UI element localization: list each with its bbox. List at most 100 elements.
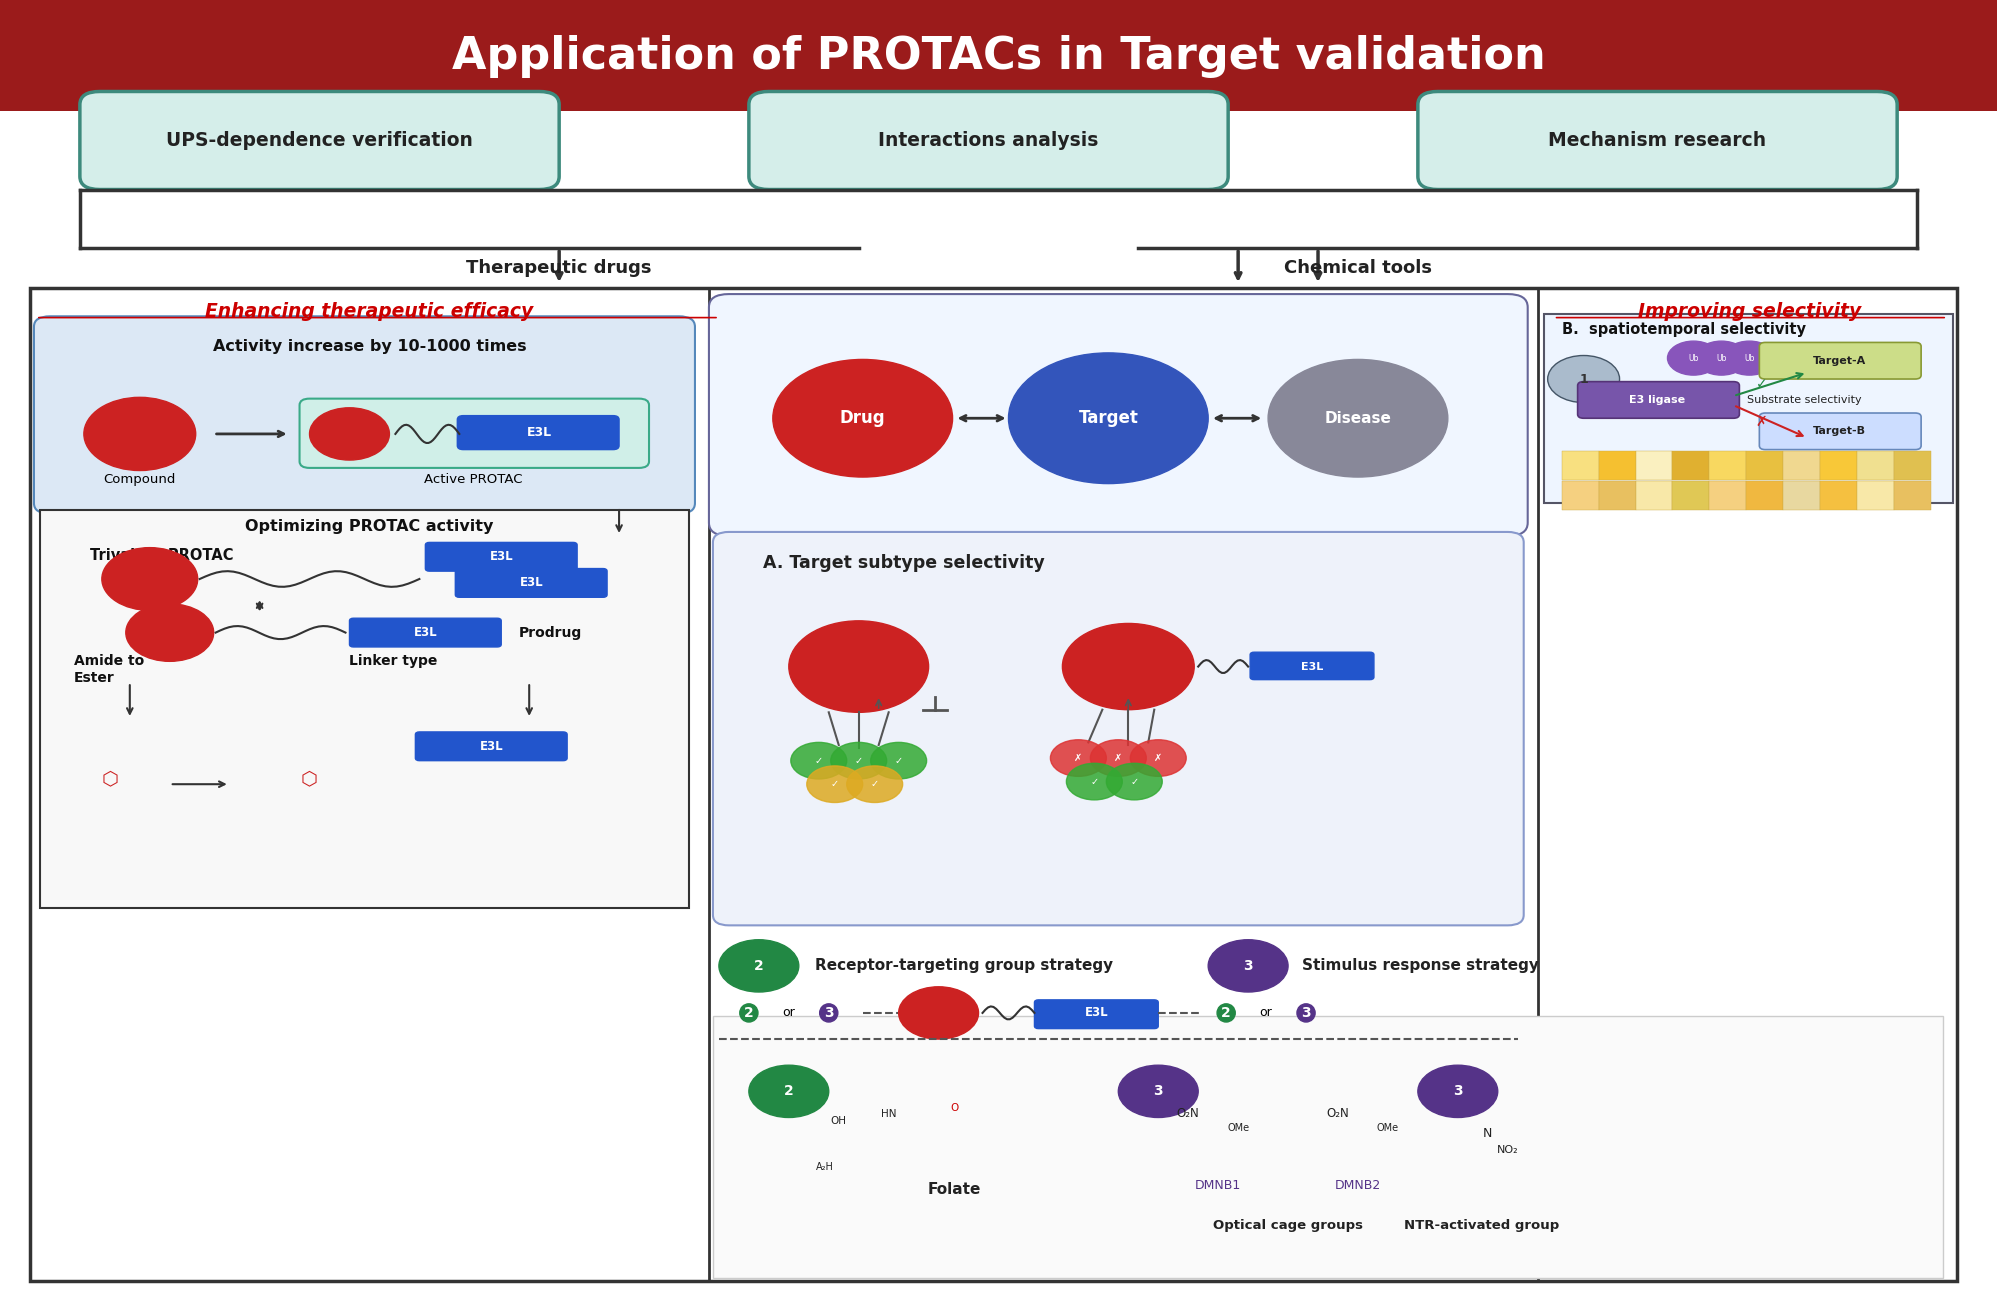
Bar [1562,481,1598,510]
Circle shape [847,766,903,802]
Text: 3: 3 [1302,1006,1310,1019]
Text: Folate: Folate [929,1182,981,1197]
Bar [1745,451,1783,480]
Text: OH: OH [831,1116,847,1127]
Text: UPS-dependence verification: UPS-dependence verification [166,131,473,150]
Bar [1819,481,1857,510]
Text: ✗: ✗ [1114,753,1122,763]
Text: OMe: OMe [1226,1123,1250,1133]
Text: E3L: E3L [489,550,513,563]
Ellipse shape [773,359,953,477]
Text: Target-B: Target-B [1813,426,1865,437]
Bar [1819,451,1857,480]
Circle shape [791,742,847,779]
Text: Disease: Disease [1324,410,1392,426]
Text: Target: Target [1078,409,1138,427]
Circle shape [871,742,927,779]
Text: ✓: ✓ [1755,378,1767,391]
Text: NTR-activated group: NTR-activated group [1404,1218,1560,1231]
Text: ✓: ✓ [871,779,879,789]
Ellipse shape [1008,353,1208,484]
Text: Chemical tools: Chemical tools [1284,259,1432,277]
Text: ✓: ✓ [1130,776,1138,787]
Text: 2: 2 [1222,1006,1230,1019]
Text: ⬡: ⬡ [302,770,318,788]
Text: Ester: Ester [74,672,114,685]
Bar [1671,451,1709,480]
FancyBboxPatch shape [455,569,607,597]
Text: ✗: ✗ [1074,753,1082,763]
Text: E3L: E3L [413,626,437,639]
Text: OMe: OMe [1376,1123,1400,1133]
Circle shape [807,766,863,802]
Text: 3: 3 [825,1006,833,1019]
FancyBboxPatch shape [0,0,1997,111]
Circle shape [831,742,887,779]
Text: Application of PROTACs in Target validation: Application of PROTACs in Target validat… [451,35,1546,77]
Bar [1783,481,1819,510]
Circle shape [1090,740,1146,776]
Text: Stimulus response strategy: Stimulus response strategy [1302,958,1540,974]
Bar [1671,481,1709,510]
FancyBboxPatch shape [457,416,619,450]
Text: O₂N: O₂N [1326,1107,1350,1120]
Bar [1857,451,1893,480]
Circle shape [1050,740,1106,776]
Text: E3L: E3L [1084,1006,1108,1019]
Text: ✓: ✓ [895,755,903,766]
FancyBboxPatch shape [34,316,695,514]
Bar [1709,481,1745,510]
Circle shape [899,987,979,1039]
Bar [1893,481,1931,510]
Circle shape [1723,341,1775,375]
Text: ✗: ✗ [1755,416,1767,429]
Circle shape [1695,341,1747,375]
FancyBboxPatch shape [1034,1000,1158,1029]
Circle shape [1548,356,1620,403]
Text: E3 ligase: E3 ligase [1630,395,1685,405]
Text: Target-A: Target-A [1813,356,1865,366]
Circle shape [84,397,196,471]
FancyBboxPatch shape [425,542,577,571]
Bar [1598,481,1636,510]
Bar [1745,481,1783,510]
Text: ⬡: ⬡ [102,770,118,788]
Bar [1709,451,1745,480]
Text: NO₂: NO₂ [1498,1145,1518,1155]
Circle shape [310,408,389,460]
Ellipse shape [1268,359,1448,477]
FancyBboxPatch shape [749,91,1228,190]
Circle shape [102,548,198,610]
Text: Amide to: Amide to [74,655,144,668]
Text: 2: 2 [755,959,763,972]
FancyBboxPatch shape [1250,652,1374,680]
Text: ✓: ✓ [831,779,839,789]
Bar [1562,451,1598,480]
Bar [1636,451,1671,480]
Circle shape [1062,623,1194,710]
Text: Enhancing therapeutic efficacy: Enhancing therapeutic efficacy [206,302,533,320]
Text: O: O [951,1103,959,1114]
Text: Prodrug: Prodrug [519,626,583,639]
Text: E3L: E3L [527,426,551,439]
Text: A. Target subtype selectivity: A. Target subtype selectivity [763,554,1044,572]
Text: E3L: E3L [1300,661,1324,672]
FancyBboxPatch shape [80,91,559,190]
Text: Ub: Ub [1715,354,1727,362]
Text: ✓: ✓ [815,755,823,766]
Text: B.  spatiotemporal selectivity: B. spatiotemporal selectivity [1562,322,1805,337]
Text: ✗: ✗ [1154,753,1162,763]
Text: HN: HN [881,1110,897,1120]
FancyBboxPatch shape [1759,342,1921,379]
Text: Optimizing PROTAC activity: Optimizing PROTAC activity [246,519,493,535]
Circle shape [749,1065,829,1117]
Bar [1893,451,1931,480]
Text: 2: 2 [745,1006,753,1019]
Text: or: or [1260,1006,1272,1019]
Circle shape [1066,763,1122,800]
FancyBboxPatch shape [709,294,1528,536]
Bar [1598,451,1636,480]
FancyBboxPatch shape [349,618,501,647]
Text: Receptor-targeting group strategy: Receptor-targeting group strategy [815,958,1112,974]
Text: ✓: ✓ [855,755,863,766]
